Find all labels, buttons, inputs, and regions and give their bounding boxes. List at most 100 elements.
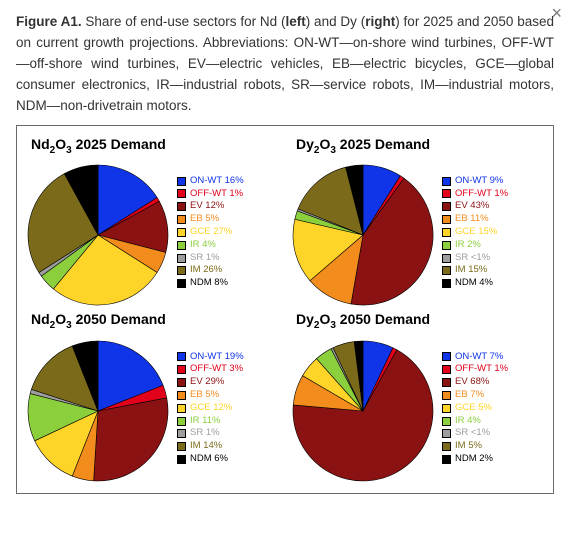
legend-label: IM 15% [455,264,487,277]
legend-swatch [442,442,451,451]
legend: ON-WT 19%OFF-WT 3%EV 29%EB 5%GCE 12%IR 1… [177,351,244,466]
legend-item: IM 26% [177,264,244,277]
legend-swatch [442,378,451,387]
legend-item: IM 14% [177,440,244,453]
pie-slice-ev [94,398,168,481]
legend-label: EV 29% [190,376,224,389]
legend-label: EB 11% [455,213,489,226]
legend-item: NDM 2% [442,453,508,466]
legend-item: EV 43% [442,200,508,213]
legend-item: IR 4% [177,239,244,252]
legend-item: EV 29% [177,376,244,389]
legend-swatch [442,404,451,413]
legend-label: GCE 27% [190,226,232,239]
legend-swatch [442,417,451,426]
legend-item: IM 5% [442,440,508,453]
legend-label: OFF-WT 1% [455,188,508,201]
legend-swatch [442,352,451,361]
legend: ON-WT 7%OFF-WT 1%EV 68%EB 7%GCE 5%IR 4%S… [442,351,508,466]
legend-label: ON-WT 9% [455,175,503,188]
legend-item: GCE 15% [442,226,508,239]
legend: ON-WT 16%OFF-WT 1%EV 12%EB 5%GCE 27%IR 4… [177,175,244,290]
legend-item: EB 5% [177,213,244,226]
panel-nd-2025: Nd2O3 2025 Demand ON-WT 16%OFF-WT 1%EV 12… [23,132,282,308]
legend-swatch [442,279,451,288]
chart-title: Dy2O3 2025 Demand [296,136,547,156]
legend-swatch [177,404,186,413]
legend-swatch [442,177,451,186]
pie-chart [288,333,438,483]
legend-label: SR 1% [190,252,220,265]
legend-swatch [442,189,451,198]
pie-chart [23,157,173,307]
legend-swatch [177,189,186,198]
legend-label: SR <1% [455,252,490,265]
chart-title: Nd2O3 2025 Demand [31,136,282,156]
legend: ON-WT 9%OFF-WT 1%EV 43%EB 11%GCE 15%IR 2… [442,175,508,290]
legend-item: SR 1% [177,252,244,265]
close-icon[interactable]: × [551,4,562,22]
legend-swatch [177,254,186,263]
legend-item: OFF-WT 3% [177,363,244,376]
legend-swatch [442,202,451,211]
legend-label: IM 26% [190,264,222,277]
pie-chart [23,333,173,483]
legend-item: GCE 5% [442,402,508,415]
legend-label: ON-WT 19% [190,351,244,364]
legend-label: EV 68% [455,376,489,389]
legend-item: EB 5% [177,389,244,402]
legend-label: NDM 4% [455,277,493,290]
legend-label: EB 5% [190,213,219,226]
panel-dy-2025: Dy2O3 2025 Demand ON-WT 9%OFF-WT 1%EV 43%… [288,132,547,308]
legend-label: IR 2% [455,239,481,252]
legend-label: NDM 6% [190,453,228,466]
legend-item: SR <1% [442,252,508,265]
legend-swatch [177,215,186,224]
legend-swatch [442,215,451,224]
legend-label: IR 4% [455,415,481,428]
legend-item: SR <1% [442,427,508,440]
legend-label: SR 1% [190,427,220,440]
legend-label: NDM 2% [455,453,493,466]
legend-item: OFF-WT 1% [177,188,244,201]
legend-label: ON-WT 16% [190,175,244,188]
legend-item: NDM 8% [177,277,244,290]
panel-nd-2050: Nd2O3 2050 DemandON-WT 19%OFF-WT 3%EV 29… [23,307,282,483]
legend-swatch [442,266,451,275]
legend-item: NDM 6% [177,453,244,466]
legend-swatch [177,177,186,186]
legend-item: OFF-WT 1% [442,188,508,201]
legend-swatch [177,266,186,275]
legend-label: IM 14% [190,440,222,453]
legend-label: IR 4% [190,239,216,252]
legend-label: EV 43% [455,200,489,213]
legend-label: SR <1% [455,427,490,440]
legend-swatch [177,417,186,426]
legend-item: OFF-WT 1% [442,363,508,376]
legend-item: GCE 12% [177,402,244,415]
legend-label: NDM 8% [190,277,228,290]
legend-swatch [177,279,186,288]
legend-swatch [442,254,451,263]
legend-swatch [177,391,186,400]
legend-swatch [177,455,186,464]
legend-item: IR 4% [442,415,508,428]
legend-item: IM 15% [442,264,508,277]
legend-label: OFF-WT 1% [455,363,508,376]
legend-item: ON-WT 7% [442,351,508,364]
chart-title: Dy2O3 2050 Demand [296,311,547,331]
legend-label: EB 5% [190,389,219,402]
legend-swatch [442,241,451,250]
legend-item: EB 7% [442,389,508,402]
pie-chart [288,157,438,307]
legend-label: IR 11% [190,415,220,428]
legend-item: GCE 27% [177,226,244,239]
legend-swatch [177,352,186,361]
legend-swatch [177,365,186,374]
legend-label: GCE 12% [190,402,232,415]
legend-label: OFF-WT 3% [190,363,243,376]
legend-item: ON-WT 9% [442,175,508,188]
legend-swatch [177,378,186,387]
legend-item: NDM 4% [442,277,508,290]
legend-swatch [442,455,451,464]
